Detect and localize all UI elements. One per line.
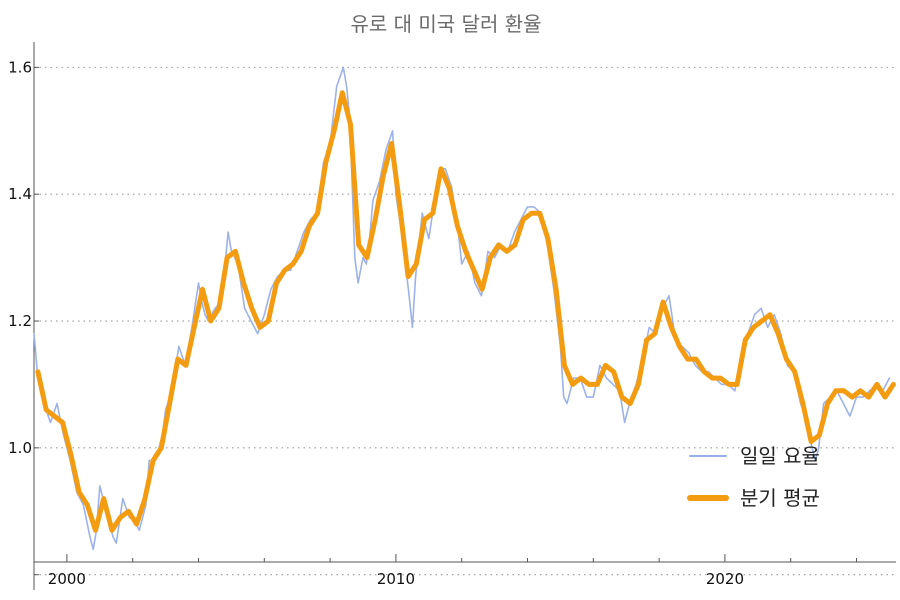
series-layer [33, 66, 896, 551]
y-tick-label: 1.4 [8, 185, 32, 203]
series-line-2 [35, 90, 896, 533]
series-line-1 [33, 66, 891, 551]
x-tick-label: 2000 [48, 570, 86, 588]
y-tick-label: 1.6 [8, 58, 32, 76]
chart-title: 유로 대 미국 달러 환율 [350, 12, 541, 36]
legend-label-2: 분기 평균 [740, 486, 820, 510]
legend-label-1: 일일 요율 [740, 444, 820, 468]
y-tick-label: 1.0 [8, 439, 32, 457]
y-tick-label: 1.2 [8, 312, 32, 330]
x-tick-label: 2020 [706, 570, 744, 588]
x-tick-label: 2010 [377, 570, 415, 588]
axes: 1.0 1.2 1.4 1.6 2000 2010 2020 [8, 42, 896, 590]
grid-lines [34, 66, 896, 576]
